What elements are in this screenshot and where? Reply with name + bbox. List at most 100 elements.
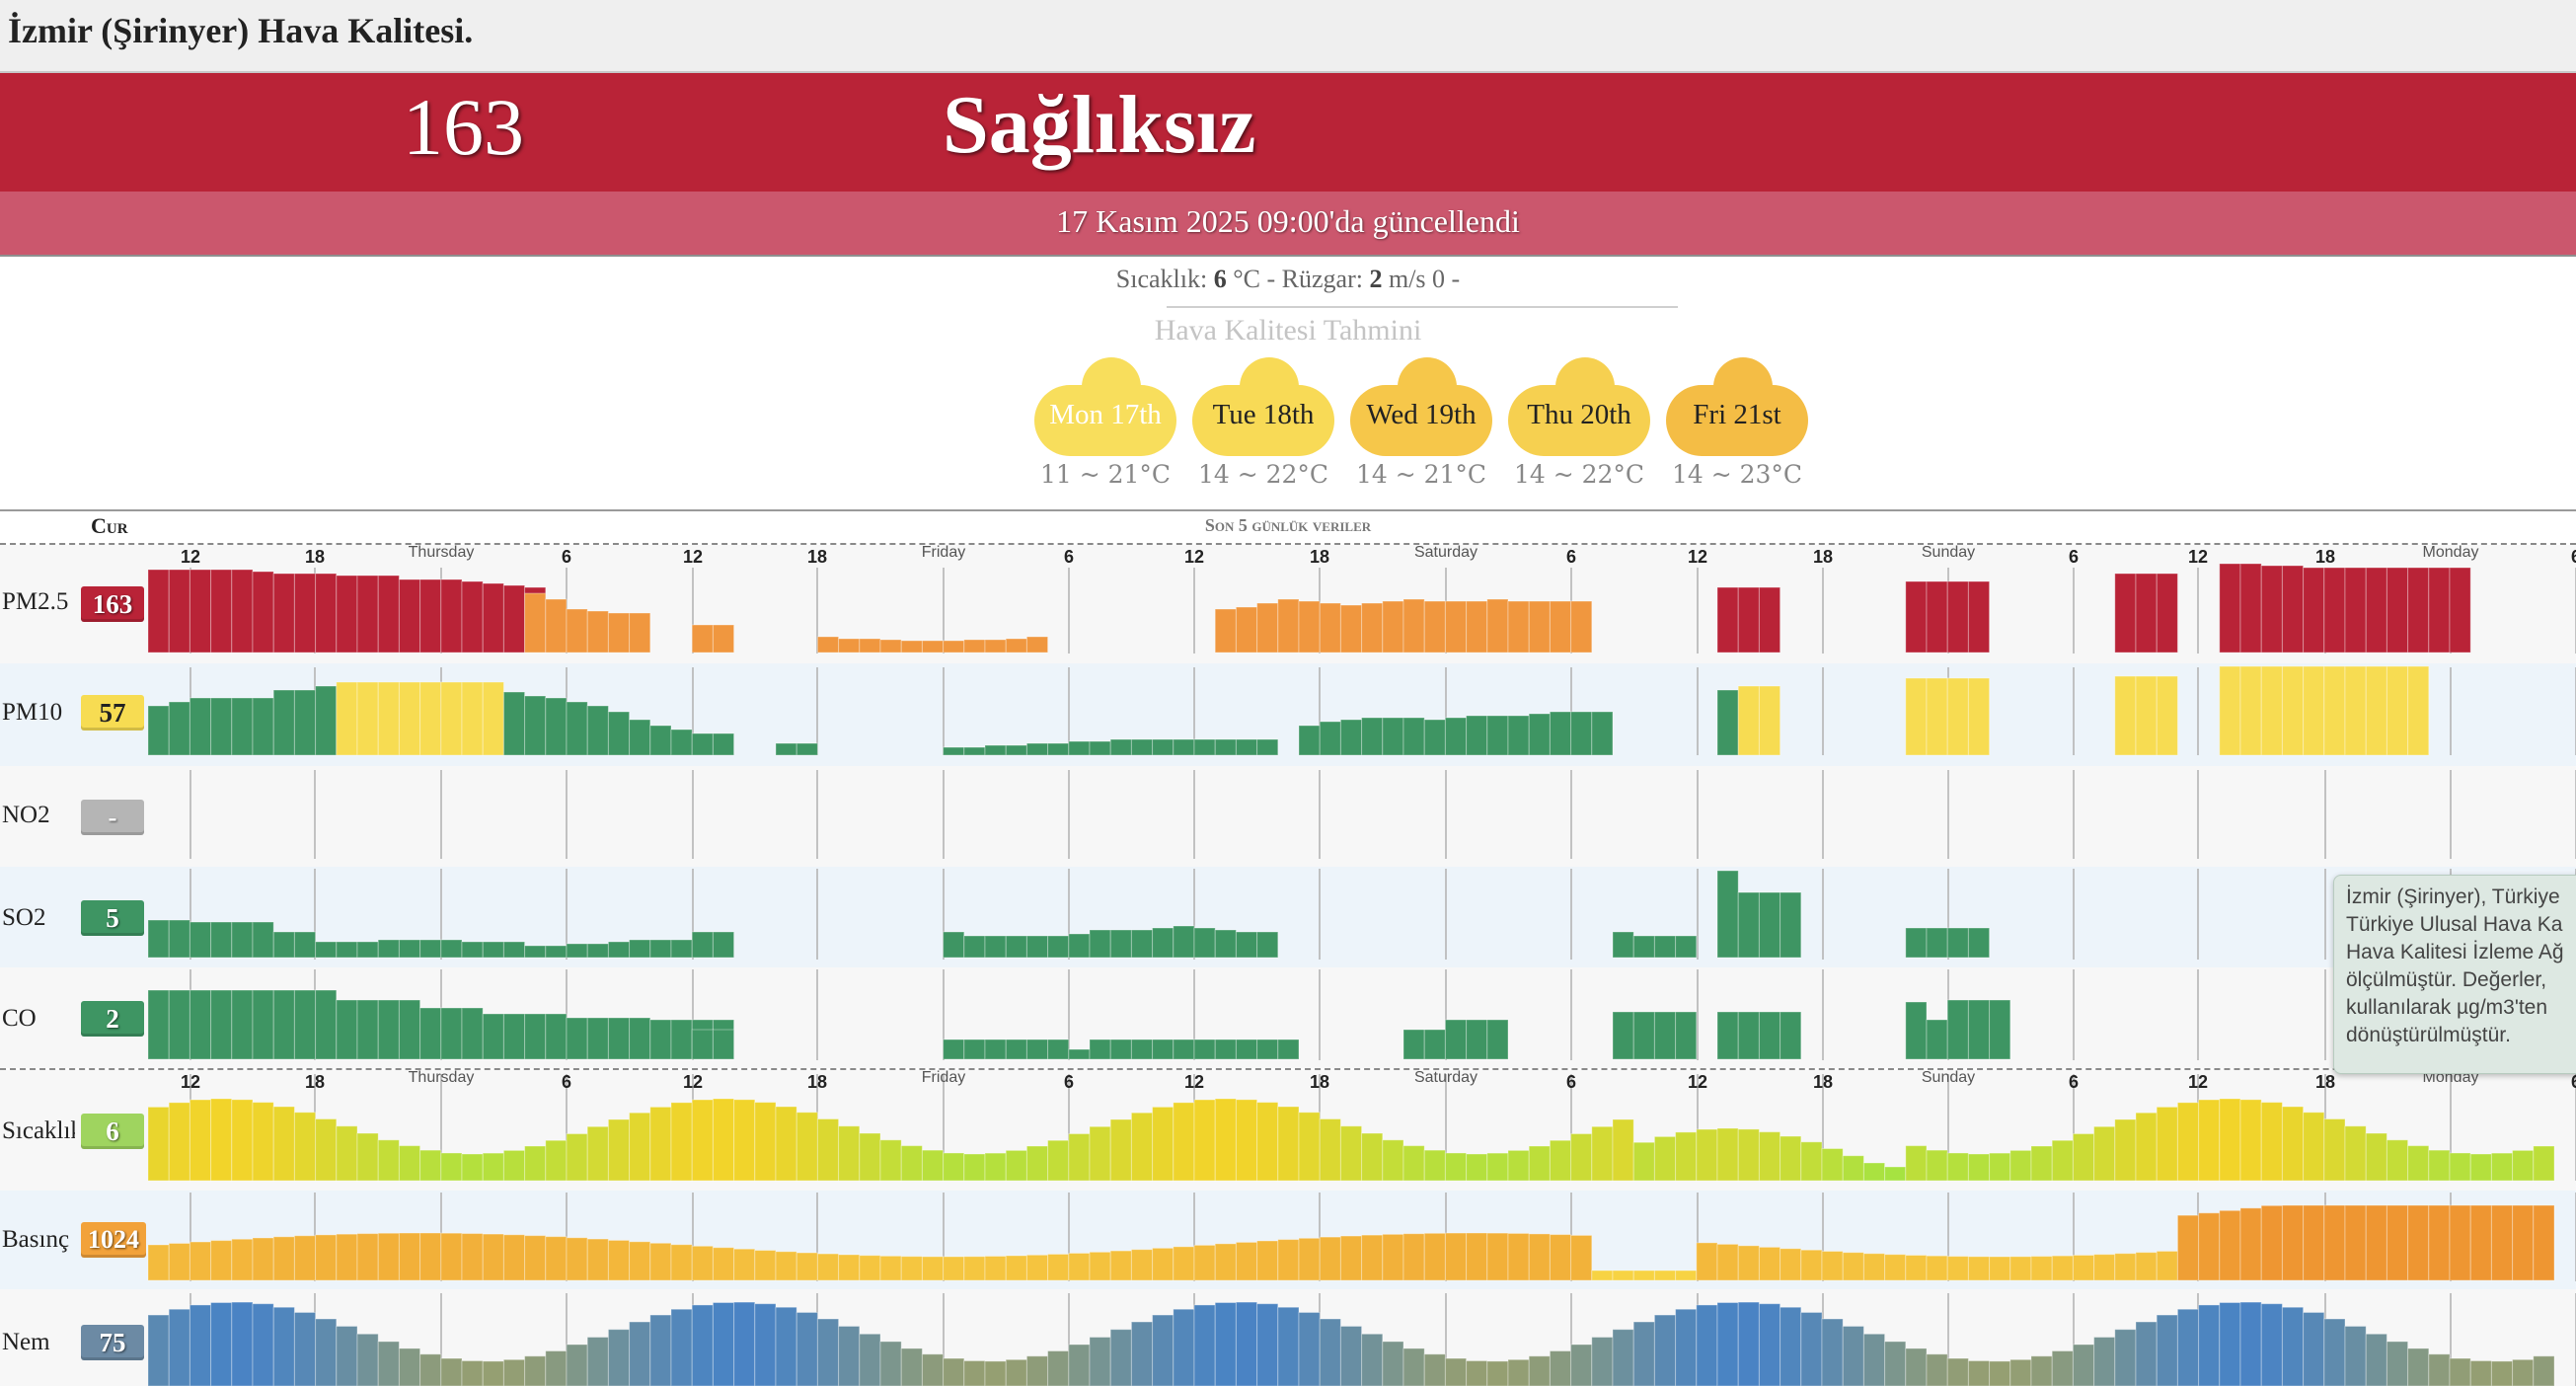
temp-bar	[816, 1118, 840, 1182]
so2-bar	[629, 939, 651, 959]
pressure-bar	[1277, 1239, 1300, 1281]
co-bar	[545, 1013, 568, 1060]
pressure-bar	[545, 1236, 568, 1281]
pm10-bar	[1946, 677, 1969, 756]
humidity-bar	[629, 1321, 651, 1386]
humidity-bar	[1800, 1311, 1823, 1386]
row-label-temp: Sıcaklık	[2, 1117, 75, 1144]
pressure-bar	[1821, 1251, 1844, 1281]
pm25-bar	[1235, 606, 1258, 654]
pm25-bar	[1486, 598, 1509, 654]
pm10-bar	[670, 729, 693, 756]
axis-tick-label: 12	[2187, 547, 2209, 567]
temp-bar	[1821, 1148, 1844, 1182]
pm10-bar	[1423, 719, 1446, 756]
pm25-bar	[963, 639, 986, 654]
forecast-title: Hava Kalitesi Tahmini	[1154, 314, 1422, 346]
pm25-bar	[1507, 600, 1530, 654]
so2-bar	[398, 939, 421, 959]
humidity-bar	[1780, 1306, 1802, 1386]
cur-badge-humidity[interactable]: 75	[81, 1325, 144, 1360]
so2-bar	[377, 939, 400, 959]
co-bar	[1758, 1011, 1781, 1060]
pm10-bar	[1486, 715, 1509, 756]
pm25-bar	[879, 639, 902, 654]
humidity-bar	[963, 1359, 986, 1386]
pressure-bar	[2072, 1255, 2095, 1281]
humidity-bar	[2176, 1308, 2200, 1386]
temp-bar	[838, 1125, 861, 1182]
cur-badge-pm10[interactable]: 57	[81, 695, 144, 731]
pm25-bar	[2135, 573, 2158, 654]
pressure-bar	[1339, 1235, 1363, 1281]
pm25-bar	[2219, 563, 2241, 654]
forecast-day-label: Tue 18th	[1212, 399, 1315, 430]
pm10-bar	[168, 701, 190, 756]
pm10-bar	[1716, 689, 1739, 756]
co-bar	[1047, 1039, 1070, 1060]
pm10-bar	[1193, 738, 1216, 756]
co-bar	[670, 1019, 693, 1060]
axis-tick-label: 6	[561, 547, 572, 567]
forecast-day[interactable]: Fri 21st 14 ~ 23°C	[1666, 357, 1808, 489]
pressure-bar	[2176, 1214, 2200, 1281]
so2-bar	[1612, 931, 1634, 959]
cur-badge-so2[interactable]: 5	[81, 900, 144, 936]
humidity-bar	[649, 1314, 672, 1386]
so2-bar	[1758, 891, 1781, 959]
humidity-bar	[2533, 1355, 2555, 1386]
co-bar	[1737, 1011, 1760, 1060]
so2-bar	[586, 943, 609, 959]
forecast-day[interactable]: Wed 19th 14 ~ 21°C	[1350, 357, 1492, 489]
pressure-bar	[2344, 1204, 2367, 1281]
co-bar	[1905, 1001, 1928, 1060]
forecast-day[interactable]: Mon 17th 11 ~ 21°C	[1034, 357, 1176, 489]
cur-badge-pressure[interactable]: 1024	[81, 1222, 146, 1258]
temp-bar	[252, 1102, 274, 1182]
temp-bar	[2469, 1153, 2492, 1182]
humidity-bar	[1716, 1302, 1739, 1386]
pm10-bar	[545, 697, 568, 756]
pressure-bar	[419, 1232, 442, 1281]
cur-badge-temp[interactable]: 6	[81, 1114, 144, 1149]
pm10-bar	[398, 681, 421, 756]
pm10-bar	[1967, 677, 1991, 756]
cur-badge-pm25[interactable]: 163	[81, 586, 144, 622]
axis-tick-label: 6	[2068, 1072, 2080, 1092]
forecast-day[interactable]: Thu 20th 14 ~ 22°C	[1508, 357, 1650, 489]
pm25-bar	[231, 569, 254, 654]
axis-tick-label: 12	[1687, 1072, 1708, 1092]
pressure-bar	[1361, 1234, 1384, 1281]
humidity-bar	[1675, 1308, 1698, 1386]
pressure-bar	[859, 1255, 881, 1281]
temp-bar	[1214, 1098, 1237, 1182]
pm10-bar	[272, 689, 295, 756]
pm10-bar	[210, 697, 233, 756]
temp-bar	[1339, 1125, 1363, 1182]
cur-badge-no2[interactable]: -	[81, 800, 144, 835]
forecast-day-label: Mon 17th	[1049, 399, 1162, 430]
temp-bar	[1319, 1118, 1341, 1182]
pm10-bar	[1025, 742, 1049, 756]
page-title: İzmir (Şirinyer) Hava Kalitesi.	[8, 11, 474, 50]
co-bar	[377, 999, 400, 1060]
humidity-bar	[2030, 1355, 2053, 1386]
aqi-status: Sağlıksız	[943, 79, 1256, 171]
pm10-bar	[1339, 719, 1363, 756]
humidity-bar	[2219, 1302, 2241, 1386]
forecast-day[interactable]: Tue 18th 14 ~ 22°C	[1192, 357, 1334, 489]
axis-tick-label: 6	[2571, 547, 2576, 568]
axis-tick-label: 12	[682, 1072, 704, 1092]
so2-bar	[1946, 927, 1969, 959]
cur-badge-co[interactable]: 2	[81, 1001, 144, 1037]
axis-tick-label: Friday	[921, 544, 966, 561]
temp-bar	[545, 1139, 568, 1182]
co-bar	[1068, 1048, 1091, 1060]
co-bar	[1486, 1019, 1509, 1060]
axis-dashed-line	[0, 1068, 2576, 1070]
row-label-humidity: Nem	[2, 1329, 50, 1355]
pm10-bar	[1005, 744, 1027, 756]
axis-tick-label: 12	[2187, 1072, 2209, 1092]
humidity-bar	[1152, 1314, 1174, 1386]
humidity-bar	[1214, 1302, 1237, 1386]
